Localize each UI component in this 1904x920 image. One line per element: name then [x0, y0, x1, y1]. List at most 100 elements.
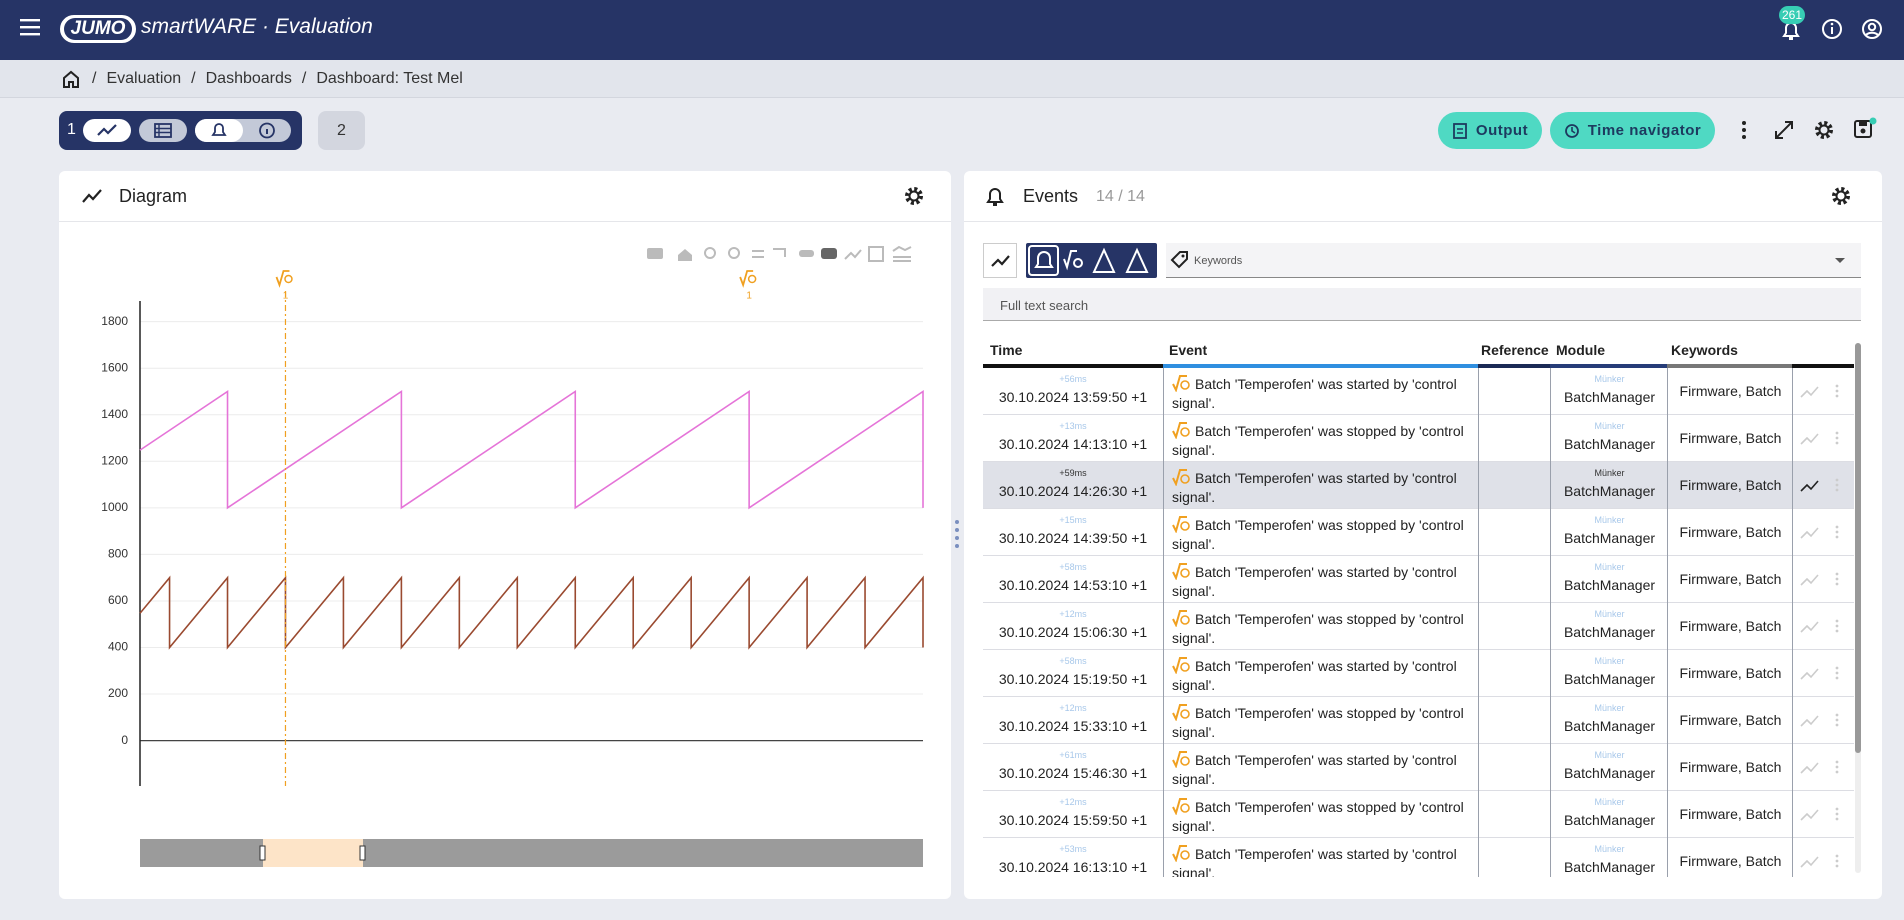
save-button[interactable]	[1852, 116, 1878, 142]
compare-button[interactable]	[821, 248, 837, 259]
user-button[interactable]	[1860, 17, 1884, 41]
row-menu-button[interactable]	[1835, 488, 1839, 492]
row-menu-button[interactable]	[1835, 807, 1839, 811]
show-in-chart-button[interactable]	[1800, 621, 1819, 633]
time-navigator-button[interactable]: Time navigator	[1550, 112, 1715, 149]
row-menu-button[interactable]	[1835, 431, 1839, 435]
zoom-out-button[interactable]	[728, 247, 740, 259]
dashboard-tab[interactable]: 2	[318, 111, 365, 150]
events-toggle[interactable]	[195, 119, 291, 142]
row-menu-button[interactable]	[1835, 817, 1839, 821]
row-menu-button[interactable]	[1835, 624, 1839, 628]
settings-button[interactable]	[1812, 118, 1836, 142]
row-menu-button[interactable]	[1835, 582, 1839, 586]
row-menu-button[interactable]	[1835, 436, 1839, 440]
event-row[interactable]: +12ms 30.10.2024 15:06:30 +1 Batch 'Temper…	[983, 603, 1854, 650]
search-field[interactable]: Full text search	[983, 288, 1861, 321]
row-menu-button[interactable]	[1835, 812, 1839, 816]
autoscale-button[interactable]	[868, 246, 884, 262]
event-row[interactable]: +58ms 30.10.2024 14:53:10 +1 Batch 'Temper…	[983, 556, 1854, 603]
show-in-chart-button[interactable]	[1800, 762, 1819, 774]
scrollbar-thumb[interactable]	[1855, 343, 1861, 753]
hover-button[interactable]	[799, 250, 814, 257]
show-in-chart-button[interactable]	[1800, 480, 1819, 492]
show-in-chart-button[interactable]	[1800, 386, 1819, 398]
keywords-select[interactable]: Keywords	[1166, 243, 1861, 278]
row-menu-button[interactable]	[1835, 723, 1839, 727]
row-menu-button[interactable]	[1835, 760, 1839, 764]
row-menu-button[interactable]	[1835, 384, 1839, 388]
table-toggle[interactable]	[139, 119, 187, 142]
row-menu-button[interactable]	[1835, 629, 1839, 633]
event-row[interactable]: +56ms 30.10.2024 13:59:50 +1 Batch 'Temper…	[983, 368, 1854, 415]
row-menu-button[interactable]	[1835, 572, 1839, 576]
row-menu-button[interactable]	[1835, 577, 1839, 581]
row-menu-button[interactable]	[1835, 619, 1839, 623]
legend-button[interactable]	[892, 245, 912, 262]
event-row[interactable]: +13ms 30.10.2024 14:13:10 +1 Batch 'Temper…	[983, 415, 1854, 462]
chart-filter-button[interactable]	[983, 243, 1017, 278]
event-row[interactable]: +59ms 30.10.2024 14:26:30 +1 Batch 'Temper…	[983, 462, 1854, 509]
event-type-filter[interactable]	[1026, 243, 1157, 278]
spike-button[interactable]	[773, 248, 786, 257]
row-menu-button[interactable]	[1835, 676, 1839, 680]
row-menu-button[interactable]	[1835, 483, 1839, 487]
breadcrumb-link[interactable]: Dashboards	[205, 70, 292, 87]
show-in-chart-button[interactable]	[1800, 527, 1819, 539]
home-button[interactable]	[61, 69, 81, 89]
row-menu-button[interactable]	[1835, 859, 1839, 863]
home-button[interactable]	[678, 249, 692, 261]
row-menu-button[interactable]	[1835, 770, 1839, 774]
dashboard-tab-active[interactable]: 1	[59, 111, 302, 150]
show-in-chart-button[interactable]	[1800, 715, 1819, 727]
row-menu-button[interactable]	[1835, 525, 1839, 529]
row-menu-button[interactable]	[1835, 478, 1839, 482]
camera-button[interactable]	[647, 248, 663, 259]
panel-settings[interactable]	[902, 184, 926, 208]
actions-cell	[1792, 744, 1854, 791]
column-header[interactable]: Module	[1556, 342, 1605, 358]
column-header[interactable]: Reference	[1481, 342, 1549, 358]
show-in-chart-button[interactable]	[1800, 574, 1819, 586]
column-header[interactable]: Time	[990, 342, 1023, 358]
row-menu-button[interactable]	[1835, 389, 1839, 393]
row-menu-button[interactable]	[1835, 854, 1839, 858]
panel-settings[interactable]	[1829, 184, 1853, 208]
info-button[interactable]	[1820, 17, 1844, 41]
column-header[interactable]: Event	[1169, 342, 1208, 358]
row-menu-button[interactable]	[1835, 864, 1839, 868]
column-header[interactable]: Keywords	[1671, 342, 1738, 358]
more-button[interactable]	[1732, 118, 1756, 142]
row-menu-button[interactable]	[1835, 765, 1839, 769]
event-marker[interactable]: 1	[275, 270, 293, 302]
event-row[interactable]: +53ms 30.10.2024 16:13:10 +1 Batch 'Temper…	[983, 838, 1854, 877]
event-icon-shape	[1180, 474, 1190, 484]
diagram-toggle[interactable]	[83, 119, 131, 142]
event-row[interactable]: +58ms 30.10.2024 15:19:50 +1 Batch 'Temper…	[983, 650, 1854, 697]
zoom-in-button[interactable]	[704, 247, 716, 259]
row-menu-button[interactable]	[1835, 666, 1839, 670]
row-menu-button[interactable]	[1835, 535, 1839, 539]
fullscreen-button[interactable]	[1772, 118, 1796, 142]
row-menu-button[interactable]	[1835, 441, 1839, 445]
show-in-chart-button[interactable]	[1800, 856, 1819, 868]
output-button[interactable]: Output	[1438, 112, 1542, 149]
menu-button[interactable]	[20, 18, 42, 36]
row-menu-button[interactable]	[1835, 713, 1839, 717]
show-in-chart-button[interactable]	[1800, 433, 1819, 445]
event-row[interactable]: +12ms 30.10.2024 15:33:10 +1 Batch 'Temper…	[983, 697, 1854, 744]
line-button[interactable]	[844, 249, 862, 260]
row-menu-button[interactable]	[1835, 530, 1839, 534]
event-row[interactable]: +12ms 30.10.2024 15:59:50 +1 Batch 'Temper…	[983, 791, 1854, 838]
breadcrumb-link[interactable]: Evaluation	[106, 70, 182, 87]
event-row[interactable]: +15ms 30.10.2024 14:39:50 +1 Batch 'Temper…	[983, 509, 1854, 556]
row-menu-button[interactable]	[1835, 671, 1839, 675]
event-row[interactable]: +61ms 30.10.2024 15:46:30 +1 Batch 'Temper…	[983, 744, 1854, 791]
row-menu-button[interactable]	[1835, 718, 1839, 722]
row-menu-button[interactable]	[1835, 394, 1839, 398]
splitter[interactable]	[953, 518, 961, 550]
pan-button[interactable]	[752, 250, 764, 258]
show-in-chart-button[interactable]	[1800, 809, 1819, 821]
event-marker[interactable]: 1	[739, 270, 757, 302]
show-in-chart-button[interactable]	[1800, 668, 1819, 680]
